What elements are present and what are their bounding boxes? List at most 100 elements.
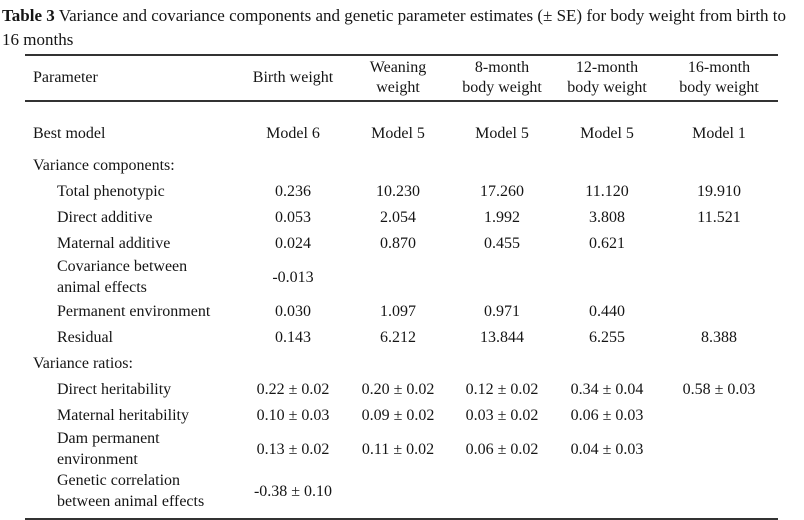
cell: 0.58 ± 0.03 — [682, 380, 756, 398]
cell: 1.992 — [484, 208, 520, 226]
cell: 0.143 — [275, 328, 311, 346]
cell: 0.11 ± 0.02 — [361, 440, 435, 458]
cell: 0.030 — [275, 302, 311, 320]
cell: 6.212 — [380, 328, 416, 346]
cell — [450, 256, 554, 298]
cell — [554, 152, 660, 178]
cell: 0.20 ± 0.02 — [361, 380, 435, 398]
cell: 10.230 — [376, 182, 420, 200]
cell — [660, 256, 778, 298]
table-row: Direct heritability 0.22 ± 0.02 0.20 ± 0… — [25, 376, 778, 402]
row-label: Best model — [33, 124, 106, 142]
cell: 0.06 ± 0.02 — [465, 440, 539, 458]
cell: 0.024 — [275, 234, 311, 252]
table-row: Maternal heritability 0.10 ± 0.03 0.09 ±… — [25, 402, 778, 428]
table-row: Permanent environment 0.030 1.097 0.971 … — [25, 298, 778, 324]
cell — [660, 428, 778, 470]
cell — [660, 230, 778, 256]
cell: 0.455 — [484, 234, 520, 252]
cell: 0.870 — [380, 234, 416, 252]
row-label: Genetic correlation between animal effec… — [57, 472, 205, 510]
cell — [346, 470, 450, 519]
table-row: Residual 0.143 6.212 13.844 6.255 8.388 — [25, 324, 778, 350]
cell: 3.808 — [589, 208, 625, 226]
cell: 0.06 ± 0.03 — [570, 406, 644, 424]
cell: 0.13 ± 0.02 — [256, 440, 330, 458]
cell: Model 6 — [266, 124, 320, 142]
cell — [346, 256, 450, 298]
cell — [346, 350, 450, 376]
cell: 0.09 ± 0.02 — [361, 406, 435, 424]
table-row: Direct additive 0.053 2.054 1.992 3.808 … — [25, 204, 778, 230]
cell: Model 5 — [371, 124, 425, 142]
cell: Model 5 — [475, 124, 529, 142]
table-caption: Table 3 Variance and covariance componen… — [0, 0, 804, 52]
column-header-16-month: 16-month body weight — [679, 59, 759, 96]
table-row-section: Variance ratios: — [25, 350, 778, 376]
cell — [554, 256, 660, 298]
table-row: Covariance between animal effects -0.013 — [25, 256, 778, 298]
cell — [346, 152, 450, 178]
section-label: Variance ratios: — [33, 354, 133, 372]
cell: -0.013 — [272, 268, 314, 286]
table-row: Total phenotypic 0.236 10.230 17.260 11.… — [25, 178, 778, 204]
parameters-table: Parameter Birth weight Weaning weight 8-… — [25, 54, 778, 520]
header-row: Parameter Birth weight Weaning weight 8-… — [25, 55, 778, 101]
row-label: Permanent environment — [57, 302, 211, 320]
cell: 0.971 — [484, 302, 520, 320]
cell: 0.03 ± 0.02 — [465, 406, 539, 424]
table-row-section: Variance components: — [25, 152, 778, 178]
table-row: Best model Model 6 Model 5 Model 5 Model… — [25, 101, 778, 152]
cell: 0.440 — [589, 302, 625, 320]
cell — [660, 298, 778, 324]
cell: 0.621 — [589, 234, 625, 252]
section-label: Variance components: — [33, 156, 175, 174]
row-label: Total phenotypic — [57, 182, 165, 200]
cell: 0.22 ± 0.02 — [256, 380, 330, 398]
cell: 1.097 — [380, 302, 416, 320]
cell — [660, 402, 778, 428]
cell: 13.844 — [480, 328, 524, 346]
cell — [660, 152, 778, 178]
cell — [554, 470, 660, 519]
column-header-8-month: 8-month body weight — [462, 59, 542, 96]
cell — [450, 350, 554, 376]
cell: 0.04 ± 0.03 — [570, 440, 644, 458]
column-header-parameter: Parameter — [33, 69, 98, 86]
cell — [240, 350, 346, 376]
cell: 0.34 ± 0.04 — [570, 380, 644, 398]
cell: Model 1 — [692, 124, 746, 142]
table-caption-label: Table 3 — [2, 6, 55, 25]
cell: Model 5 — [580, 124, 634, 142]
cell: 8.388 — [701, 328, 737, 346]
cell: 0.053 — [275, 208, 311, 226]
cell: 11.120 — [585, 182, 629, 200]
cell: 0.10 ± 0.03 — [256, 406, 330, 424]
cell: -0.38 ± 0.10 — [253, 482, 333, 500]
row-label: Maternal heritability — [57, 406, 189, 424]
row-label: Covariance between animal effects — [57, 258, 188, 296]
cell: 0.236 — [275, 182, 311, 200]
table-caption-text: Variance and covariance components and g… — [2, 6, 787, 49]
cell — [450, 152, 554, 178]
cell: 17.260 — [480, 182, 524, 200]
cell: 0.12 ± 0.02 — [465, 380, 539, 398]
row-label: Direct additive — [57, 208, 153, 226]
cell: 6.255 — [589, 328, 625, 346]
column-header-birth-weight: Birth weight — [252, 69, 334, 86]
cell — [554, 350, 660, 376]
cell: 11.521 — [697, 208, 741, 226]
cell: 2.054 — [380, 208, 416, 226]
table-row: Genetic correlation between animal effec… — [25, 470, 778, 519]
cell: 19.910 — [697, 182, 741, 200]
row-label: Residual — [57, 328, 113, 346]
row-label: Maternal additive — [57, 234, 171, 252]
cell — [450, 470, 554, 519]
table-row: Dam permanent environment 0.13 ± 0.02 0.… — [25, 428, 778, 470]
cell — [240, 152, 346, 178]
cell — [660, 350, 778, 376]
column-header-12-month: 12-month body weight — [567, 59, 647, 96]
row-label: Direct heritability — [57, 380, 172, 398]
column-header-weaning-weight: Weaning weight — [369, 59, 427, 96]
table-row: Maternal additive 0.024 0.870 0.455 0.62… — [25, 230, 778, 256]
